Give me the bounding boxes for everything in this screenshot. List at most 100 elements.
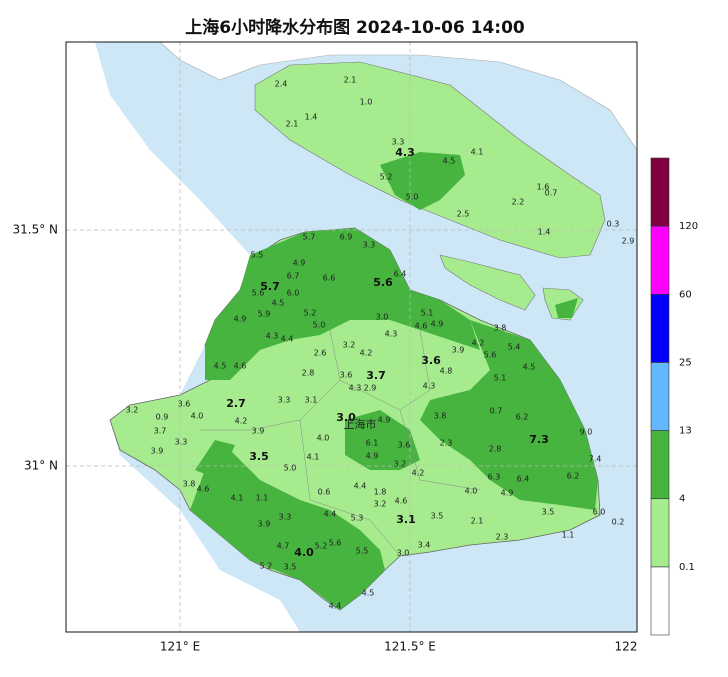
station-value: 2.3	[496, 533, 509, 542]
station-value: 4.7	[277, 542, 290, 551]
station-value: 1.8	[374, 488, 387, 497]
station-value: 3.9	[151, 447, 164, 456]
station-value: 2.9	[622, 237, 635, 246]
station-value: 4.9	[293, 259, 306, 268]
station-value: 0.7	[490, 407, 503, 416]
station-value: 3.1	[305, 396, 318, 405]
station-value: 4.9	[501, 489, 514, 498]
legend-swatch	[650, 293, 670, 363]
station-value: 3.6	[178, 400, 191, 409]
station-value: 4.9	[431, 320, 444, 329]
station-value: 5.4	[508, 343, 521, 352]
station-value: 1.6	[537, 183, 550, 192]
station-value: 5.5	[356, 547, 369, 556]
station-value: 5.6	[373, 276, 393, 289]
stations: 2.4 2.11.01.42.13.34.34.54.15.25.01.60.72…	[126, 76, 635, 611]
station-value: 7.3	[529, 433, 549, 446]
station-value: 6.0	[593, 508, 606, 517]
station-value: 3.3	[175, 438, 188, 447]
station-value: 6.0	[287, 289, 300, 298]
station-value: 5.7	[260, 280, 280, 293]
station-value: 2.1	[344, 76, 357, 85]
legend-swatch	[650, 362, 670, 431]
legend-swatch	[650, 566, 670, 636]
station-value: 6.2	[567, 472, 580, 481]
station-value: 0.6	[318, 488, 331, 497]
station-value: 2.2	[512, 198, 525, 207]
rain-zone	[380, 152, 465, 210]
station-value: 5.2	[380, 173, 393, 182]
station-value: 4.3	[349, 384, 362, 393]
hengsha-island	[439, 254, 536, 311]
station-value: 5.1	[494, 374, 507, 383]
station-value: 4.2	[360, 349, 373, 358]
station-value: 3.8	[434, 412, 447, 421]
station-value: 4.1	[231, 494, 244, 503]
station-value: 5.2	[304, 309, 317, 318]
station-value: 4.4	[281, 335, 294, 344]
station-value: 3.5	[249, 450, 269, 463]
rain-zone	[205, 228, 480, 380]
x-tick-label: 121.5° E	[384, 640, 436, 654]
station-value: 2.8	[302, 369, 315, 378]
map-frame	[65, 41, 638, 633]
station-value: 2.8	[489, 445, 502, 454]
station-value: 5.7	[303, 233, 316, 242]
title: 上海6小时降水分布图 2024-10-06 14:00	[185, 17, 525, 38]
station-value: 2.3	[440, 439, 453, 448]
rain-zone	[420, 320, 598, 510]
station-value: 5.6	[252, 289, 265, 298]
x-tick-label: 122	[615, 640, 638, 654]
legend: 0.1 4 13 25 60 120	[650, 157, 698, 636]
station-value: 4.9	[366, 452, 379, 461]
station-value: 3.8	[183, 480, 196, 489]
station-value: 3.4	[418, 541, 431, 550]
station-value: 4.1	[307, 453, 320, 462]
station-value: 4.8	[440, 367, 453, 376]
station-value: 3.8	[494, 324, 507, 333]
legend-swatch	[650, 498, 670, 568]
station-value: 5.2	[260, 562, 273, 571]
station-value: 4.9	[378, 416, 391, 425]
station-value: 4.0	[294, 546, 314, 559]
station-value: 3.1	[396, 513, 416, 526]
district-lines	[200, 329, 481, 557]
station-value: 4.3	[395, 146, 415, 159]
station-value: 4.0	[317, 434, 330, 443]
legend-label: 120	[679, 221, 698, 232]
city-label: 上海市	[344, 417, 377, 431]
station-value: 4.0	[465, 487, 478, 496]
station-value: 3.6	[398, 441, 411, 450]
station-value: 1.4	[305, 113, 318, 122]
station-value: 3.7	[154, 427, 167, 436]
station-value: 3.3	[279, 513, 292, 522]
station-value: 4.3	[423, 382, 436, 391]
legend-label: 13	[679, 426, 692, 437]
station-value: 4.6	[415, 322, 428, 331]
station-value: 3.2	[394, 460, 407, 469]
rain-zone	[190, 450, 385, 610]
y-tick-label: 31.5° N	[12, 223, 58, 237]
station-value: 4.3	[266, 332, 279, 341]
station-value: 3.0	[336, 411, 356, 424]
station-value: 6.3	[488, 473, 501, 482]
station-value: 4.1	[471, 148, 484, 157]
station-value: 1.1	[256, 494, 269, 503]
station-value: 4.5	[362, 589, 375, 598]
rain-zone	[555, 298, 578, 318]
station-value: 5.5	[251, 251, 264, 260]
station-value: 5.9	[258, 310, 271, 319]
station-value: 4.9	[234, 315, 247, 324]
station-value: 4.6	[234, 362, 247, 371]
station-value: 5.0	[313, 321, 326, 330]
station-value: 4.4	[329, 602, 342, 611]
station-value: 2.1	[286, 120, 299, 129]
station-value: 4.4	[354, 482, 367, 491]
station-value: 6.7	[287, 272, 300, 281]
station-value: 2.9	[364, 384, 377, 393]
station-value: 4.2	[235, 417, 248, 426]
station-value: 4.5	[214, 362, 227, 371]
station-value: 3.0	[376, 313, 389, 322]
